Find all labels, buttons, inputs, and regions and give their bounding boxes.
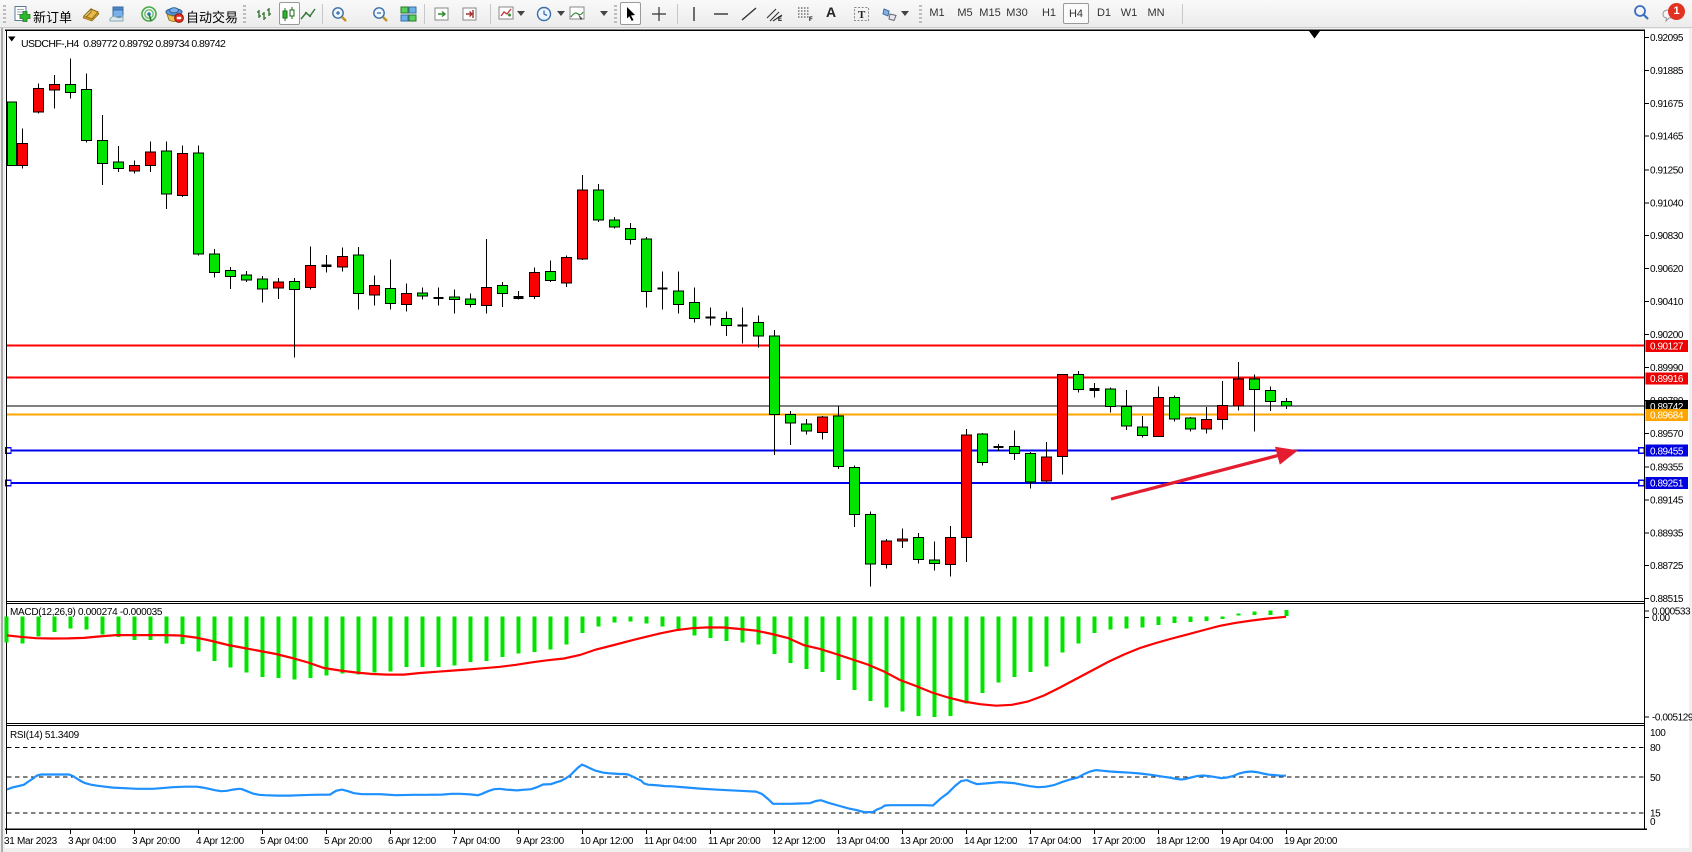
svg-text:17 Apr 04:00: 17 Apr 04:00 [1028, 836, 1082, 847]
svg-text:3 Apr 04:00: 3 Apr 04:00 [68, 836, 117, 847]
svg-text:0.88725: 0.88725 [1650, 561, 1684, 572]
svg-text:10 Apr 12:00: 10 Apr 12:00 [580, 836, 634, 847]
svg-text:4 Apr 12:00: 4 Apr 12:00 [196, 836, 245, 847]
svg-text:19 Apr 20:00: 19 Apr 20:00 [1284, 836, 1338, 847]
svg-text:11 Apr 20:00: 11 Apr 20:00 [708, 836, 761, 847]
svg-text:0.90830: 0.90830 [1650, 231, 1684, 242]
svg-text:USDCHF-,H4 0.89772 0.89792 0.: USDCHF-,H4 0.89772 0.89792 0.89734 0.897… [21, 38, 226, 50]
svg-text:6 Apr 12:00: 6 Apr 12:00 [388, 836, 437, 847]
svg-text:0.90410: 0.90410 [1650, 297, 1684, 308]
svg-text:0.89684: 0.89684 [1650, 411, 1684, 422]
svg-text:0.89455: 0.89455 [1650, 446, 1684, 457]
svg-text:31 Mar 2023: 31 Mar 2023 [4, 836, 58, 847]
svg-text:E: E [778, 17, 782, 23]
svg-text:50: 50 [1650, 773, 1661, 784]
svg-text:5 Apr 04:00: 5 Apr 04:00 [260, 836, 309, 847]
svg-text:0.88935: 0.88935 [1650, 528, 1684, 539]
svg-text:19 Apr 04:00: 19 Apr 04:00 [1220, 836, 1274, 847]
svg-text:14 Apr 12:00: 14 Apr 12:00 [964, 836, 1018, 847]
svg-text:80: 80 [1650, 743, 1661, 754]
svg-text:RSI(14) 51.3409: RSI(14) 51.3409 [10, 730, 80, 741]
svg-text:0.89251: 0.89251 [1650, 479, 1684, 490]
svg-text:0.88515: 0.88515 [1650, 594, 1684, 605]
svg-text:0.91465: 0.91465 [1650, 132, 1684, 143]
svg-text:0.89355: 0.89355 [1650, 463, 1684, 474]
svg-text:0.90620: 0.90620 [1650, 264, 1684, 275]
svg-text:0.89990: 0.89990 [1650, 363, 1684, 374]
svg-text:0.91675: 0.91675 [1650, 99, 1684, 110]
svg-text:7 Apr 04:00: 7 Apr 04:00 [452, 836, 501, 847]
svg-text:F: F [809, 17, 813, 23]
svg-text:0: 0 [1650, 817, 1656, 828]
svg-text:0.91250: 0.91250 [1650, 165, 1684, 176]
svg-text:5 Apr 20:00: 5 Apr 20:00 [324, 836, 373, 847]
svg-text:0.90127: 0.90127 [1650, 342, 1684, 353]
svg-text:0.92095: 0.92095 [1650, 33, 1684, 44]
svg-text:0.91040: 0.91040 [1650, 198, 1684, 209]
svg-text:9 Apr 23:00: 9 Apr 23:00 [516, 836, 565, 847]
svg-text:0.89916: 0.89916 [1650, 374, 1684, 385]
svg-text:11 Apr 04:00: 11 Apr 04:00 [644, 836, 697, 847]
svg-text:0.000533: 0.000533 [1652, 607, 1691, 618]
svg-text:0.89742: 0.89742 [1650, 402, 1684, 413]
svg-text:0.91885: 0.91885 [1650, 66, 1684, 77]
svg-text:18 Apr 12:00: 18 Apr 12:00 [1156, 836, 1210, 847]
svg-text:17 Apr 20:00: 17 Apr 20:00 [1092, 836, 1146, 847]
svg-text:MACD(12,26,9) 0.000274 -0.0000: MACD(12,26,9) 0.000274 -0.000035 [10, 607, 163, 618]
svg-text:0.00: 0.00 [1652, 613, 1671, 624]
svg-text:15: 15 [1650, 808, 1661, 819]
svg-text:-0.005129: -0.005129 [1652, 713, 1692, 724]
svg-text:13 Apr 04:00: 13 Apr 04:00 [836, 836, 890, 847]
svg-text:12 Apr 12:00: 12 Apr 12:00 [772, 836, 826, 847]
svg-text:3 Apr 20:00: 3 Apr 20:00 [132, 836, 181, 847]
svg-text:100: 100 [1650, 728, 1666, 739]
svg-text:0.89145: 0.89145 [1650, 495, 1684, 506]
svg-text:T: T [858, 9, 866, 21]
svg-text:0.90200: 0.90200 [1650, 330, 1684, 341]
svg-text:13 Apr 20:00: 13 Apr 20:00 [900, 836, 954, 847]
svg-text:0.89570: 0.89570 [1650, 429, 1684, 440]
